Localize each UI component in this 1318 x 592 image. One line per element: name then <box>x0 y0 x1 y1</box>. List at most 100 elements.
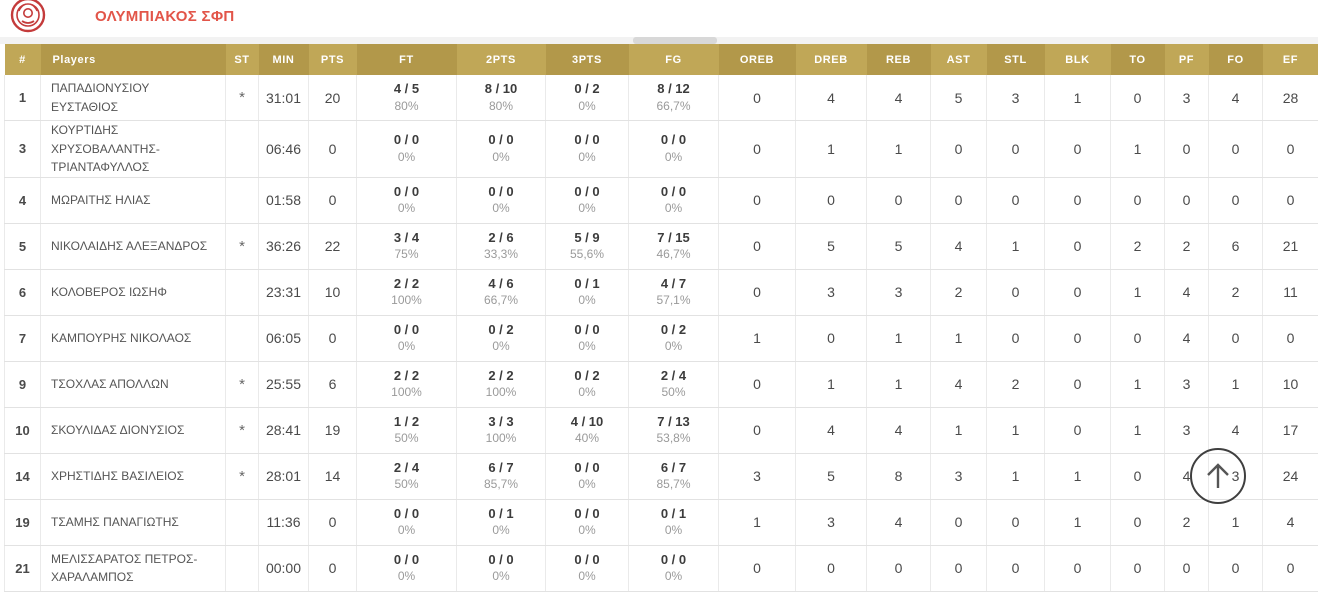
column-header-reb: REB <box>867 44 931 75</box>
fg-stat-percentage: 0% <box>629 523 718 539</box>
turnovers: 0 <box>1111 499 1165 545</box>
column-header-number: # <box>5 44 41 75</box>
offensive-rebounds: 0 <box>719 223 796 269</box>
3pts-stat-made: 0 / 0 <box>546 132 628 149</box>
2pts-stat-percentage: 66,7% <box>457 293 545 309</box>
fouls-on: 0 <box>1209 121 1263 178</box>
starter-mark <box>226 121 259 178</box>
ft-stat-percentage: 0% <box>357 523 456 539</box>
points: 0 <box>309 177 357 223</box>
fg-stat-made: 4 / 7 <box>629 276 718 293</box>
fg-stat-made: 0 / 0 <box>629 132 718 149</box>
team-name: ΟΛΥΜΠΙΑΚΟΣ ΣΦΠ <box>95 8 235 25</box>
3pts-stat-made: 0 / 0 <box>546 552 628 569</box>
3pts-stat-percentage: 0% <box>546 339 628 355</box>
column-header-players: Players <box>41 44 226 75</box>
ft-stat-percentage: 0% <box>357 150 456 166</box>
2pts-stat-made: 3 / 3 <box>457 414 545 431</box>
points: 0 <box>309 121 357 178</box>
assists: 2 <box>931 269 987 315</box>
horizontal-scrollbar-thumb[interactable] <box>633 37 717 44</box>
3pts-stat-made: 0 / 2 <box>546 368 628 385</box>
player-name: ΚΟΥΡΤΙΔΗΣ ΧΡΥΣΟΒΑΛΑΝΤΗΣ-ΤΡΙΑΝΤΑΦΥΛΛΟΣ <box>41 121 226 178</box>
fg-stat-percentage: 85,7% <box>629 477 718 493</box>
defensive-rebounds: 5 <box>796 453 867 499</box>
assists: 4 <box>931 361 987 407</box>
3pts-stat-percentage: 0% <box>546 385 628 401</box>
ft-stat-made: 3 / 4 <box>357 230 456 247</box>
efficiency: 0 <box>1263 177 1318 223</box>
points: 10 <box>309 269 357 315</box>
turnovers: 1 <box>1111 407 1165 453</box>
player-number: 14 <box>5 453 41 499</box>
player-name: ΜΕΛΙΣΣΑΡΑΤΟΣ ΠΕΤΡΟΣ-ΧΑΡΑΛΑΜΠΟΣ <box>41 545 226 591</box>
fg-stat-percentage: 50% <box>629 385 718 401</box>
fouls-on: 4 <box>1209 407 1263 453</box>
defensive-rebounds: 3 <box>796 269 867 315</box>
blocks: 0 <box>1045 223 1111 269</box>
assists: 4 <box>931 223 987 269</box>
column-header-min: MIN <box>259 44 309 75</box>
fg-stat-percentage: 0% <box>629 150 718 166</box>
defensive-rebounds: 4 <box>796 75 867 121</box>
fouls-on: 0 <box>1209 177 1263 223</box>
column-header-to: TO <box>1111 44 1165 75</box>
fg-stat-made: 0 / 0 <box>629 184 718 201</box>
2pts-stat-made: 8 / 10 <box>457 81 545 98</box>
personal-fouls: 0 <box>1165 121 1209 178</box>
blocks: 0 <box>1045 315 1111 361</box>
points: 0 <box>309 545 357 591</box>
personal-fouls: 3 <box>1165 407 1209 453</box>
player-name: ΧΡΗΣΤΙΔΗΣ ΒΑΣΙΛΕΙΟΣ <box>41 453 226 499</box>
horizontal-scrollbar-track[interactable] <box>0 37 1318 44</box>
scroll-to-top-button[interactable] <box>1190 448 1246 504</box>
fg-stat-percentage: 0% <box>629 201 718 217</box>
team-header: ΟΛΥΜΠΙΑΚΟΣ ΣΦΠ <box>0 0 1318 37</box>
player-name: ΤΣΑΜΗΣ ΠΑΝΑΓΙΩΤΗΣ <box>41 499 226 545</box>
ft-stat-percentage: 50% <box>357 431 456 447</box>
ft-stat-made: 2 / 2 <box>357 368 456 385</box>
3pts-stat-made: 0 / 0 <box>546 322 628 339</box>
minutes: 36:26 <box>259 223 309 269</box>
turnovers: 1 <box>1111 361 1165 407</box>
2pts-stat-percentage: 0% <box>457 150 545 166</box>
ft-stat-made: 4 / 5 <box>357 81 456 98</box>
ft-stat-percentage: 0% <box>357 569 456 585</box>
fg-stat-made: 6 / 7 <box>629 460 718 477</box>
steals: 0 <box>987 315 1045 361</box>
ft-stat-percentage: 75% <box>357 247 456 263</box>
player-number: 6 <box>5 269 41 315</box>
2pts-stat-made: 0 / 0 <box>457 552 545 569</box>
player-name: ΤΣΟΧΛΑΣ ΑΠΟΛΛΩΝ <box>41 361 226 407</box>
column-header-ef: EF <box>1263 44 1318 75</box>
column-header-ast: AST <box>931 44 987 75</box>
blocks: 0 <box>1045 407 1111 453</box>
offensive-rebounds: 1 <box>719 499 796 545</box>
2pts-stat-made: 4 / 6 <box>457 276 545 293</box>
column-header-st: ST <box>226 44 259 75</box>
personal-fouls: 3 <box>1165 361 1209 407</box>
fouls-on: 0 <box>1209 315 1263 361</box>
efficiency: 21 <box>1263 223 1318 269</box>
starter-mark: * <box>226 361 259 407</box>
column-header-fo: FO <box>1209 44 1263 75</box>
